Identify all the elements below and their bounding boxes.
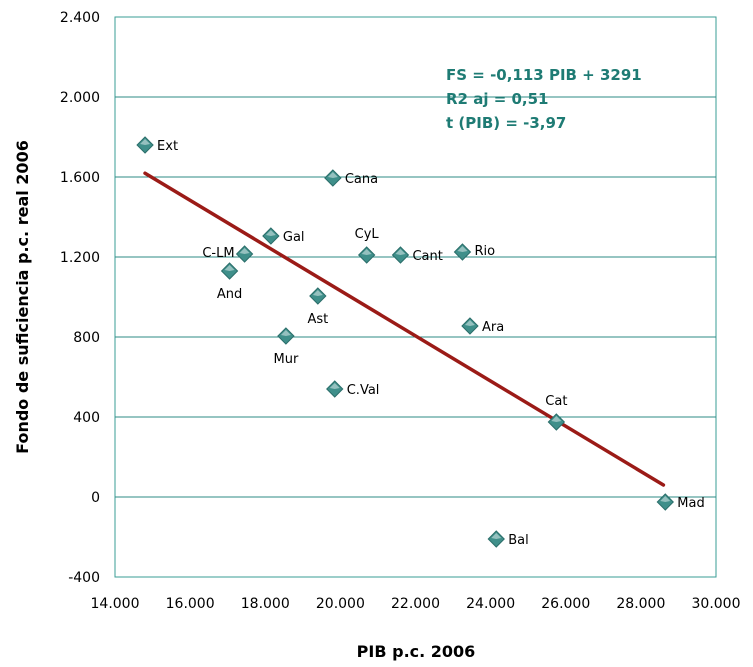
y-tick-label: -400: [68, 570, 100, 586]
data-point-marker: [547, 413, 566, 431]
data-point-label: Rio: [474, 244, 495, 259]
data-point-marker: [309, 287, 327, 305]
x-tick-label: 16.000: [166, 596, 215, 612]
data-point-label: Ast: [307, 312, 328, 327]
x-tick-label: 14.000: [91, 596, 140, 612]
data-point-label: Cat: [545, 394, 567, 409]
marker-highlight: [224, 265, 235, 271]
data-point-label: C.Val: [347, 383, 380, 398]
data-point-label: Mad: [677, 496, 704, 511]
data-point-marker: [277, 327, 295, 345]
data-point-marker: [453, 243, 472, 261]
marker-highlight: [491, 533, 502, 539]
data-point-marker: [391, 246, 410, 264]
marker-highlight: [464, 320, 475, 326]
plot-area: [114, 16, 717, 578]
data-point-label: Cant: [412, 249, 442, 264]
data-point-marker: [220, 262, 239, 280]
regression-annotation: FS = -0,113 PIB + 3291 R2 aj = 0,51 t (PIB…: [446, 66, 642, 132]
data-point-marker: [235, 245, 254, 263]
marker-highlight: [361, 249, 372, 255]
marker-highlight: [327, 172, 338, 178]
marker-highlight: [660, 496, 671, 502]
y-tick-label: 1.600: [60, 170, 100, 186]
marker-highlight: [312, 290, 323, 296]
data-point-marker: [656, 493, 674, 511]
data-point-label: Mur: [274, 352, 299, 367]
y-tick-label: 400: [73, 410, 100, 426]
x-axis-title: PIB p.c. 2006: [357, 642, 476, 661]
data-point-label: Ext: [157, 139, 178, 154]
marker-highlight: [239, 248, 250, 254]
y-tick-label: 2.000: [60, 90, 100, 106]
x-tick-label: 28.000: [616, 596, 665, 612]
marker-highlight: [457, 246, 468, 252]
data-point-marker: [262, 227, 280, 245]
data-point-label: And: [217, 287, 242, 302]
y-tick-label: 0: [91, 490, 100, 506]
regression-annotation-line: t (PIB) = -3,97: [446, 114, 566, 132]
data-point-label: Gal: [283, 230, 305, 245]
trendline: [143, 171, 666, 487]
data-point-marker: [487, 530, 505, 548]
data-point-marker: [357, 246, 376, 264]
x-tick-label: 30.000: [692, 596, 741, 612]
marker-highlight: [265, 230, 276, 236]
data-point-marker: [136, 136, 154, 154]
marker-highlight: [395, 249, 406, 255]
marker-highlight: [280, 330, 291, 336]
x-tick-label: 24.000: [466, 596, 515, 612]
x-tick-label: 22.000: [391, 596, 440, 612]
y-axis-title: Fondo de suficiencia p.c. real 2006: [13, 140, 32, 454]
marker-highlight: [329, 383, 340, 389]
data-point-marker: [326, 380, 344, 398]
trendline-group: [143, 171, 666, 487]
marker-highlight: [551, 416, 562, 422]
x-tick-label: 20.000: [316, 596, 365, 612]
y-tick-label: 800: [73, 330, 100, 346]
data-point-label: Ara: [482, 320, 504, 335]
data-point-marker: [324, 169, 342, 187]
data-point-label: Bal: [508, 533, 529, 548]
x-tick-label: 26.000: [541, 596, 590, 612]
data-point-label: C-LM: [202, 246, 234, 261]
tick-labels: -400 0 400 800 1.200 1.600 2.000 2.400 14.000 16.…: [60, 10, 741, 612]
y-tick-label: 2.400: [60, 10, 100, 26]
marker-highlight: [140, 139, 151, 145]
data-point-marker: [461, 317, 479, 335]
regression-annotation-line: FS = -0,113 PIB + 3291: [446, 66, 642, 84]
x-tick-label: 18.000: [241, 596, 290, 612]
data-points: Ext Cana Gal C-LM And CyL Cant Rio Ast Ara Mur C.Va…: [136, 136, 705, 548]
y-tick-label: 1.200: [60, 250, 100, 266]
data-point-label: CyL: [355, 227, 380, 242]
regression-annotation-line: R2 aj = 0,51: [446, 90, 549, 108]
data-point-label: Cana: [345, 172, 378, 187]
